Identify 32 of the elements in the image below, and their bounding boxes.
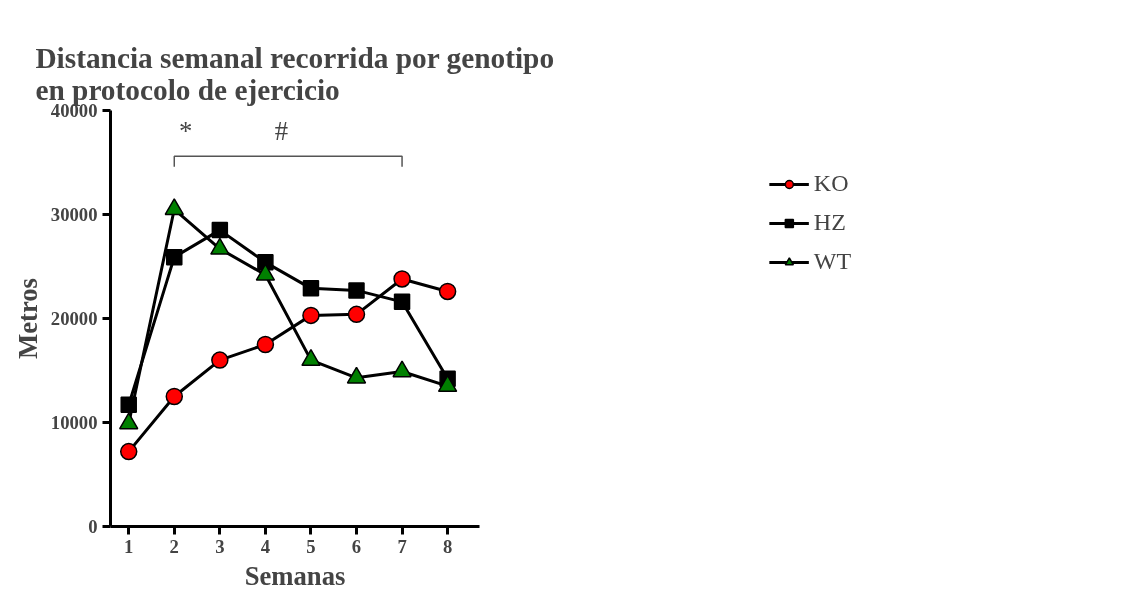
point (166, 248, 183, 266)
annotation: * (179, 116, 193, 147)
point (302, 306, 320, 325)
x-tick-label: 2 (169, 535, 179, 557)
point (119, 442, 138, 461)
point (348, 282, 365, 299)
point (256, 335, 275, 354)
y-tick-label: 0 (88, 516, 98, 537)
point (438, 282, 457, 301)
point (211, 351, 229, 369)
legend-label: HZ (813, 209, 846, 236)
point (302, 280, 320, 297)
y-tick-label: 30000 (50, 204, 98, 225)
x-tick-label: 6 (351, 535, 362, 557)
point (347, 305, 366, 324)
x-tick-label: 4 (260, 535, 271, 557)
point (165, 387, 184, 406)
y-tick-label: 20000 (50, 308, 98, 329)
legend-label: KO (813, 170, 849, 197)
point (393, 270, 411, 288)
x-tick-label: 8 (442, 535, 453, 557)
x-tick-label: 5 (306, 535, 316, 557)
x-tick-label: 7 (397, 535, 407, 557)
point (393, 293, 411, 311)
legend-label: WT (813, 248, 852, 275)
x-axis-title: Semanas (244, 560, 346, 591)
y-axis-title: Metros (12, 278, 43, 359)
x-tick-label: 3 (215, 535, 225, 557)
y-tick-label: 10000 (50, 412, 98, 433)
x-tick-label: 1 (124, 535, 134, 557)
point (211, 221, 229, 239)
annotation: # (274, 116, 288, 147)
